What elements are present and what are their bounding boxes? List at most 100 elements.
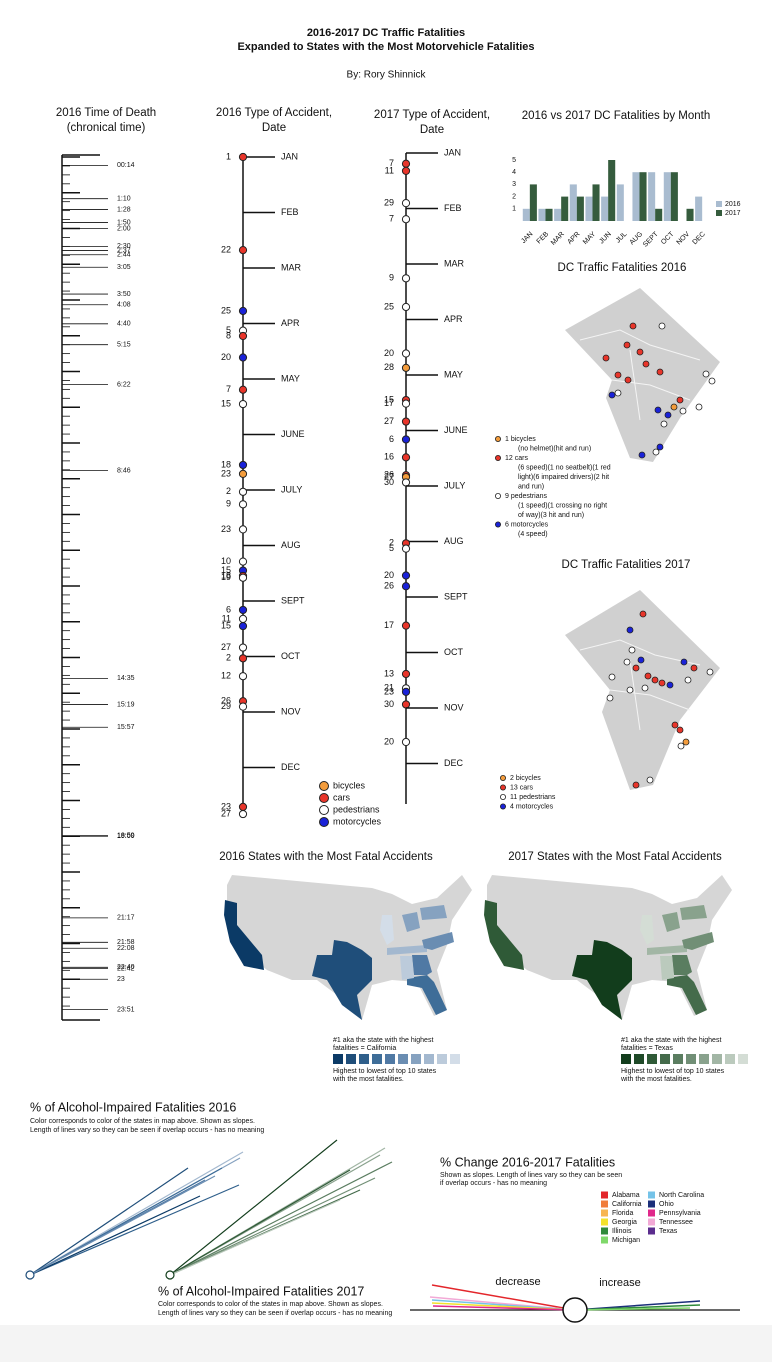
x-tick-label: FEB <box>536 231 551 246</box>
chart-note: Length of lines vary so they can be seen… <box>158 1310 392 1317</box>
accident <box>401 478 411 487</box>
day-label: 8 <box>226 330 231 340</box>
accident <box>401 274 411 283</box>
slope-origin <box>25 1270 35 1280</box>
legend-swatch <box>494 454 501 461</box>
day-label: 30 <box>384 699 394 709</box>
legend-label: 12 cars <box>505 455 528 462</box>
accident <box>238 605 248 615</box>
day-label: 16 <box>384 452 394 462</box>
time-label: 15:19 <box>117 701 135 708</box>
legend-label: 2017 <box>725 210 741 217</box>
bar <box>663 172 671 221</box>
day-label: 20 <box>384 348 394 358</box>
month-label: JAN <box>444 147 461 157</box>
x-tick-label: JUN <box>598 231 613 246</box>
day-label: 26 <box>384 581 394 591</box>
legend-swatch <box>648 1227 655 1235</box>
change-lines <box>429 1284 701 1311</box>
day-label: 25 <box>221 305 231 315</box>
legend-label: 6 motorcycles <box>505 521 549 528</box>
accident <box>401 737 411 747</box>
y-tick-label: 5 <box>512 157 516 164</box>
accident <box>401 687 411 696</box>
x-tick-label: MAY <box>582 231 598 247</box>
bar <box>538 208 546 221</box>
dc-map <box>565 288 720 462</box>
day-label: 2 <box>226 653 231 663</box>
legend-note: (no helmet)(hit and run) <box>518 445 591 452</box>
map-note: with the most fatalities. <box>620 1076 692 1083</box>
day-label: 21 <box>384 683 394 693</box>
bar <box>585 196 593 221</box>
x-tick-label: DEC <box>691 231 706 246</box>
month-label: JULY <box>281 484 302 494</box>
day-label: 2 <box>389 538 394 548</box>
map-note: with the most fatalities. <box>332 1076 404 1083</box>
legend-label: Tennessee <box>659 1219 693 1226</box>
time-label: 2:44 <box>117 252 131 259</box>
time-label: 18:59 <box>117 832 135 839</box>
chart-title: 2016 Type of Accident, <box>216 107 332 119</box>
month-label: MAR <box>281 262 302 272</box>
slope-lines-2017 <box>169 1139 393 1276</box>
bar <box>616 184 624 221</box>
accident <box>238 809 248 819</box>
map-note: fatalities = California <box>333 1045 396 1052</box>
time-label: 22:42 <box>117 965 135 972</box>
accident <box>238 331 248 341</box>
legend-swatch <box>499 784 506 791</box>
ward-borders <box>579 639 701 731</box>
legend-label: Pennsylvania <box>659 1210 701 1217</box>
day-label: 29 <box>384 198 394 208</box>
x-tick-label: MAR <box>550 231 566 247</box>
bar <box>686 208 694 221</box>
day-label: 20 <box>384 570 394 580</box>
increase-label: increase <box>599 1277 641 1289</box>
dc-dots <box>602 322 716 459</box>
day-label: 28 <box>384 362 394 372</box>
legend-swatch <box>601 1191 608 1199</box>
accident <box>238 500 248 509</box>
chart-subtitle: (chronical time) <box>67 122 146 134</box>
bar <box>648 172 656 221</box>
legend-label: Florida <box>612 1210 634 1217</box>
y-tick-label: 1 <box>512 206 516 213</box>
day-label: 23 <box>221 801 231 811</box>
x-tick-label: JAN <box>520 231 534 245</box>
day-label: 13 <box>384 668 394 678</box>
subtitle: Expanded to States with the Most Motorve… <box>237 41 534 53</box>
legend-label: 2016 <box>725 201 741 208</box>
legend-swatch <box>499 803 506 810</box>
legend-label: California <box>612 1201 642 1208</box>
day-label: 18 <box>221 570 231 580</box>
accident <box>401 166 411 176</box>
month-label: APR <box>281 318 300 328</box>
x-tick-label: NOV <box>676 231 692 247</box>
scale-swatch <box>450 1054 460 1064</box>
accident <box>238 525 248 534</box>
time-label: 4:08 <box>117 302 131 309</box>
time-label: 19:00 <box>117 833 135 840</box>
bar <box>670 172 678 221</box>
scale-swatch <box>673 1054 683 1064</box>
time-label: 22:40 <box>117 964 135 971</box>
y-tick-label: 2 <box>512 193 516 200</box>
accident <box>401 399 411 408</box>
chart-subtitle: Date <box>262 122 286 134</box>
time-label: 21:58 <box>117 939 135 946</box>
day-label: 9 <box>389 273 394 283</box>
day-label: 18 <box>221 459 231 469</box>
time-label: 8:46 <box>117 467 131 474</box>
day-label: 23 <box>384 686 394 696</box>
legend-swatch <box>716 210 722 216</box>
day-label: 30 <box>384 477 394 487</box>
legend-swatch <box>319 805 329 815</box>
legend-swatch <box>499 794 506 801</box>
day-label: 19 <box>221 572 231 582</box>
accident <box>401 215 411 224</box>
month-label: SEPT <box>444 591 468 601</box>
slope-origin <box>165 1270 175 1280</box>
accident <box>238 353 248 362</box>
